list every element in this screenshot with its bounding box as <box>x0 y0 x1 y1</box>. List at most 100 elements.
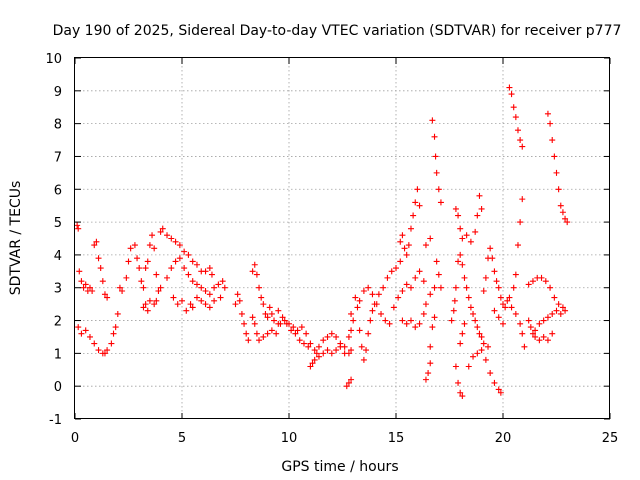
data-point <box>407 284 414 291</box>
data-point <box>104 294 111 301</box>
data-point <box>296 337 303 344</box>
data-point <box>422 301 429 308</box>
data-point <box>422 376 429 383</box>
data-point <box>467 304 474 311</box>
data-point <box>82 281 89 288</box>
data-point <box>219 278 226 285</box>
data-point <box>542 278 549 285</box>
y-tick-label: 3 <box>54 282 62 297</box>
data-point <box>112 324 119 331</box>
data-point <box>288 327 295 334</box>
data-point <box>202 288 209 295</box>
y-tick-label: 0 <box>54 380 62 395</box>
data-point <box>549 137 556 144</box>
data-point <box>403 251 410 258</box>
data-point <box>206 291 213 298</box>
data-point <box>168 235 175 242</box>
data-point <box>551 294 558 301</box>
data-point <box>457 225 464 232</box>
data-point <box>311 356 318 363</box>
data-point <box>493 278 500 285</box>
data-point <box>412 199 419 206</box>
y-tick-label: -1 <box>49 413 62 428</box>
data-point <box>345 379 352 386</box>
data-point <box>266 304 273 311</box>
data-point <box>202 301 209 308</box>
data-point <box>198 297 205 304</box>
y-tick-label: 7 <box>54 150 62 165</box>
data-point <box>495 284 502 291</box>
data-point <box>489 255 496 262</box>
data-point <box>485 343 492 350</box>
data-point <box>459 261 466 268</box>
data-point <box>491 379 498 386</box>
data-point <box>80 284 87 291</box>
data-point <box>75 324 82 331</box>
data-point <box>320 350 327 357</box>
data-point <box>352 294 359 301</box>
data-point <box>431 284 438 291</box>
data-point <box>463 284 470 291</box>
data-point <box>465 294 472 301</box>
data-point <box>183 307 190 314</box>
data-point <box>512 114 519 121</box>
data-point <box>399 232 406 239</box>
y-tick-label: 8 <box>54 118 62 133</box>
data-point <box>95 255 102 262</box>
data-point <box>431 133 438 140</box>
data-point <box>544 337 551 344</box>
data-point <box>215 281 222 288</box>
data-point <box>521 343 528 350</box>
data-point <box>253 271 260 278</box>
data-point <box>78 330 85 337</box>
data-point <box>258 294 265 301</box>
data-point <box>519 196 526 203</box>
data-point <box>179 297 185 304</box>
data-point <box>290 324 297 331</box>
data-point <box>358 343 365 350</box>
data-point <box>448 317 455 324</box>
data-point <box>127 245 134 252</box>
data-point <box>151 301 158 308</box>
data-point <box>275 307 282 314</box>
data-point <box>559 304 566 311</box>
data-point <box>562 307 569 314</box>
data-point <box>273 330 280 337</box>
data-point <box>472 228 479 235</box>
data-point <box>245 337 252 344</box>
data-point <box>164 274 171 281</box>
data-point <box>480 288 487 295</box>
data-point <box>538 274 545 281</box>
y-tick-label: 2 <box>54 315 62 330</box>
data-point <box>305 343 312 350</box>
data-point <box>559 209 566 216</box>
data-point <box>155 288 162 295</box>
data-point <box>529 330 536 337</box>
data-point <box>86 284 93 291</box>
data-point <box>101 350 108 357</box>
data-point <box>264 330 271 337</box>
data-point <box>474 350 481 357</box>
data-point <box>393 265 399 272</box>
data-point <box>281 317 288 324</box>
data-point <box>407 225 414 232</box>
data-point <box>292 330 299 337</box>
data-point <box>174 301 181 308</box>
data-point <box>380 284 387 291</box>
data-point <box>202 268 209 275</box>
data-point <box>427 343 434 350</box>
data-point <box>136 265 143 272</box>
data-point <box>478 205 485 212</box>
data-point <box>138 278 145 285</box>
data-point <box>482 356 489 363</box>
data-point <box>457 340 464 347</box>
data-point <box>328 330 335 337</box>
data-point <box>467 238 474 245</box>
data-point <box>517 219 524 226</box>
data-point <box>420 310 427 317</box>
data-point <box>170 294 177 301</box>
data-point <box>544 314 551 321</box>
data-point <box>506 84 513 91</box>
data-point <box>461 320 468 327</box>
